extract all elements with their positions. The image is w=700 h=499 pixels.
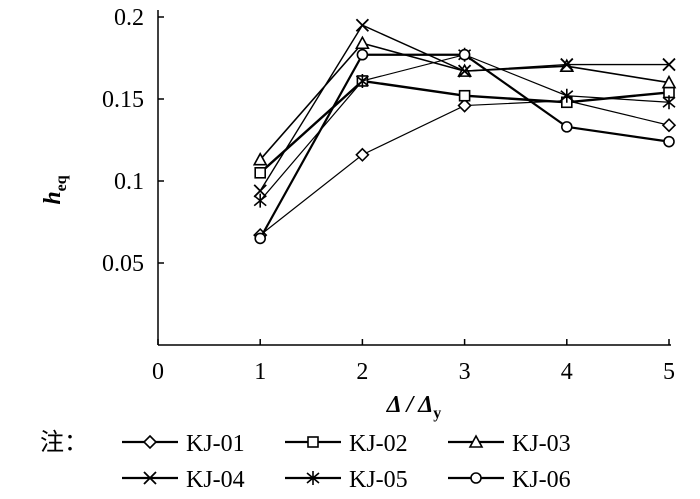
series-line	[259, 53, 670, 239]
x-marker	[457, 64, 472, 78]
series-kj-06	[254, 48, 675, 245]
x-tick-label: 5	[663, 359, 675, 385]
legend-item-kj-04: KJ-04	[122, 467, 245, 493]
x-marker	[253, 184, 267, 198]
legend-item-kj-03: KJ-03	[448, 431, 571, 457]
diamond-marker	[355, 147, 370, 162]
circle-marker	[560, 121, 573, 133]
y-tick-label: 0.15	[102, 87, 144, 113]
legend-label: KJ-02	[349, 431, 408, 457]
y-tick-label: 0.1	[114, 169, 144, 195]
series-kj-01	[253, 93, 677, 243]
triangle-marker	[355, 35, 370, 50]
legend-square-icon	[307, 436, 319, 448]
legend-asterisk-icon	[306, 471, 320, 485]
axes: 0 1 2 3 4 5 0.05 0.1 0.15 0.2	[102, 5, 675, 385]
triangle-marker	[252, 152, 268, 166]
asterisk-marker	[662, 95, 676, 110]
x-marker	[355, 18, 370, 32]
square-marker	[254, 167, 266, 179]
square-marker	[458, 89, 471, 102]
legend-item-kj-06: KJ-06	[448, 467, 571, 493]
x-tick-label: 2	[356, 359, 368, 385]
x-tick-label: 4	[561, 359, 573, 385]
legend-triangle-icon	[468, 434, 484, 448]
series-line	[259, 100, 670, 236]
x-axis-label: Δ / Δy	[386, 392, 442, 422]
circle-marker	[458, 48, 471, 61]
x-marker	[560, 57, 574, 72]
y-tick-label: 0.05	[102, 251, 144, 277]
legend-item-kj-05: KJ-05	[285, 467, 408, 493]
asterisk-marker	[355, 73, 369, 88]
legend-diamond-icon	[142, 434, 158, 450]
diamond-marker	[661, 118, 677, 133]
legend-label: KJ-01	[186, 431, 245, 457]
x-tick-label: 1	[254, 359, 266, 385]
legend: KJ-01 KJ-02 KJ-03 KJ-04 KJ-05 KJ-06	[122, 431, 571, 493]
circle-marker	[663, 135, 675, 148]
legend-item-kj-02: KJ-02	[285, 431, 408, 457]
y-tick-label: 0.2	[114, 5, 144, 31]
legend-label: KJ-03	[512, 431, 571, 457]
legend-label: KJ-05	[349, 467, 408, 493]
asterisk-marker	[253, 193, 267, 208]
series-kj-02	[254, 75, 675, 179]
circle-marker	[254, 232, 267, 245]
circle-marker	[356, 48, 369, 61]
legend-note: 注：	[40, 429, 88, 456]
asterisk-marker	[560, 88, 574, 103]
triangle-marker	[661, 74, 677, 89]
y-axis-label: heq	[40, 175, 70, 204]
x-tick-label: 3	[459, 359, 471, 385]
x-marker	[662, 57, 676, 72]
legend-item-kj-01: KJ-01	[122, 431, 245, 457]
legend-x-icon	[143, 471, 157, 485]
diamond-marker	[457, 98, 472, 113]
series-group	[252, 18, 677, 245]
legend-label: KJ-04	[186, 467, 245, 493]
series-kj-04	[253, 18, 676, 198]
legend-label: KJ-06	[512, 467, 571, 493]
x-tick-label: 0	[152, 359, 164, 385]
legend-circle-icon	[470, 472, 482, 484]
